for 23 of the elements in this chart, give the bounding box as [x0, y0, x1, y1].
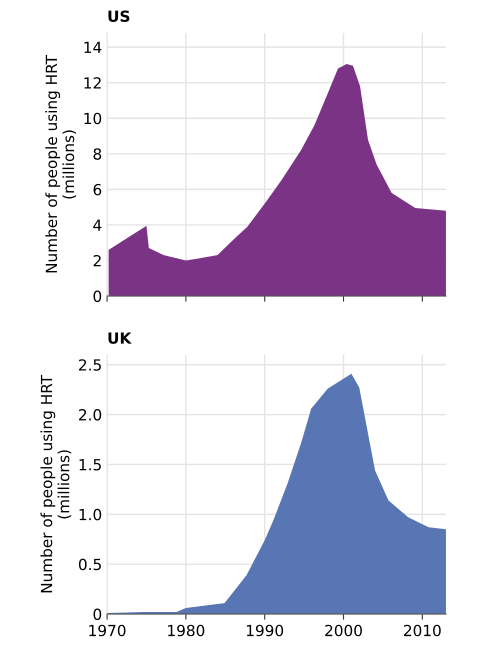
y-tick-label: 2.5	[79, 359, 101, 371]
y-tick-label: 6	[94, 184, 102, 196]
y-tick-label: 10	[84, 112, 102, 124]
y-tick-label: 0	[94, 608, 102, 620]
x-tick-label: 2000	[325, 624, 362, 636]
y-tick-label: 1.0	[80, 508, 102, 520]
y-tick-label: 12	[84, 77, 101, 88]
y-axis-title: Number of people using HRT (millions)	[40, 374, 72, 592]
chart-title: US	[108, 10, 130, 22]
x-tick-label: 2010	[404, 624, 441, 636]
y-tick-label: 0	[94, 290, 102, 302]
x-tick-label: 1980	[168, 624, 204, 636]
y-tick-label: 2.0	[79, 409, 102, 421]
y-tick-label: 4	[93, 220, 102, 231]
y-tick-label: 0.5	[78, 558, 101, 570]
y-axis-title: Number of people using HRT (millions)	[45, 54, 76, 272]
y-tick-label: 8	[94, 148, 102, 160]
y-tick-label: 1.5	[80, 459, 101, 470]
chart-title: UK	[108, 332, 132, 344]
x-tick-label: 1970	[89, 624, 126, 636]
y-tick-label: 2	[94, 254, 101, 266]
x-tick-label: 1990	[246, 624, 284, 636]
y-tick-label: 14	[84, 42, 102, 53]
